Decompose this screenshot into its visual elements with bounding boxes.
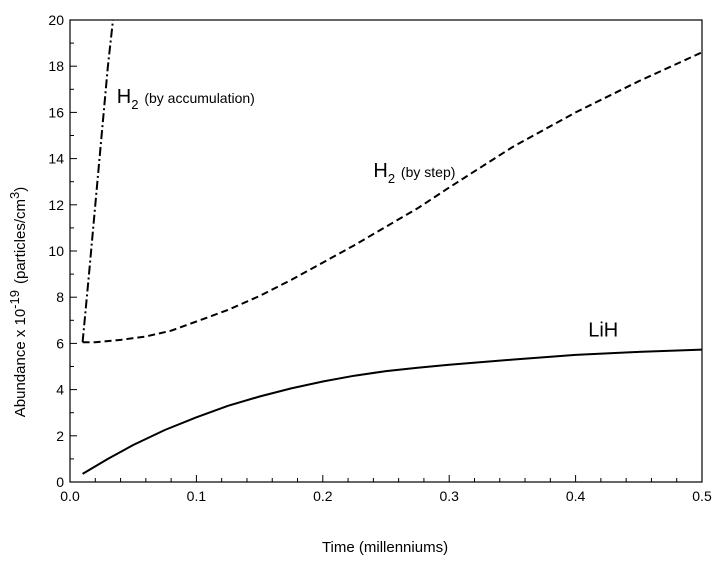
x-tick-label: 0.4 bbox=[566, 488, 586, 504]
y-axis-ticks: 0 2 4 6 8 10 12 14 16 18 20 bbox=[48, 12, 77, 490]
x-tick-label: 0.0 bbox=[60, 488, 80, 504]
y-axis-title-group: Abundance x 10-19 (particles/cm3) bbox=[7, 187, 29, 417]
annotations: H2 (by accumulation) H2 (by step) LiH bbox=[117, 86, 618, 341]
y-axis-title-main: Abundance x 10 bbox=[12, 309, 29, 417]
x-axis-ticks: 0.0 0.1 0.2 0.3 0.4 0.5 bbox=[60, 475, 712, 504]
y-tick-label: 14 bbox=[48, 151, 64, 167]
annotation-label: H2 (by accumulation) bbox=[117, 86, 255, 112]
y-axis-title-unit-pre: (particles/cm bbox=[12, 199, 29, 284]
y-tick-label: 18 bbox=[48, 58, 64, 74]
annotation-label: H2 (by step) bbox=[373, 160, 455, 186]
y-tick-label: 12 bbox=[48, 197, 64, 213]
series-layer bbox=[81, 19, 703, 475]
y-axis-title-unit-exponent: 3 bbox=[7, 192, 22, 199]
x-tick-label: 0.2 bbox=[313, 488, 333, 504]
y-axis-title-unit-post: ) bbox=[12, 187, 29, 192]
y-tick-label: 8 bbox=[56, 289, 64, 305]
series-line-dashdot bbox=[81, 19, 114, 343]
series-line-dashed bbox=[82, 51, 703, 344]
x-tick-label: 0.3 bbox=[439, 488, 459, 504]
y-tick-label: 2 bbox=[56, 428, 64, 444]
x-axis-title: Time (millenniums) bbox=[322, 539, 448, 556]
y-tick-label: 6 bbox=[56, 335, 64, 351]
x-tick-label: 0.5 bbox=[692, 488, 712, 504]
annotation-label: LiH bbox=[588, 319, 618, 341]
y-tick-label: 20 bbox=[48, 12, 64, 28]
x-tick-label: 0.1 bbox=[187, 488, 207, 504]
y-axis-title: Abundance x 10-19 (particles/cm3) bbox=[7, 187, 29, 417]
y-tick-label: 4 bbox=[56, 382, 64, 398]
y-tick-label: 10 bbox=[48, 243, 64, 259]
series-line-solid bbox=[82, 348, 703, 475]
y-tick-label: 16 bbox=[48, 104, 64, 120]
y-tick-label: 0 bbox=[56, 474, 64, 490]
y-axis-title-exponent: -19 bbox=[7, 290, 22, 309]
